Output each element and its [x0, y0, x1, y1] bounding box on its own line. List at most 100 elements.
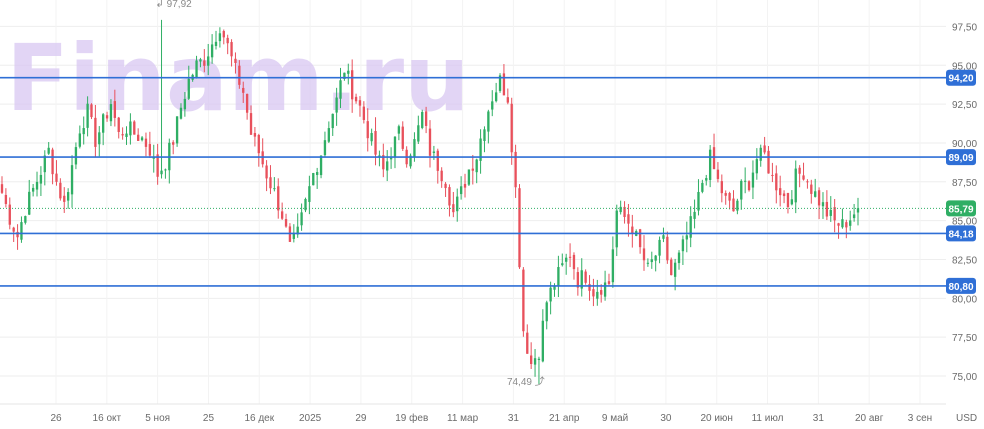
candle-body	[751, 172, 755, 188]
candle	[619, 200, 622, 215]
candle	[273, 177, 276, 192]
candle-body	[90, 104, 93, 118]
candle-body	[689, 216, 692, 238]
candle-body	[545, 302, 548, 322]
candle-body	[0, 184, 4, 193]
candle	[798, 165, 801, 188]
candle	[568, 243, 572, 268]
candle	[47, 142, 50, 155]
candle	[743, 167, 747, 194]
candle	[693, 199, 696, 229]
candle	[584, 269, 587, 285]
candle	[86, 96, 89, 137]
candle-body	[588, 284, 591, 291]
candle-body	[619, 206, 622, 213]
candle	[183, 91, 187, 117]
candle	[39, 166, 43, 196]
candle	[315, 167, 319, 189]
candle-body	[487, 111, 490, 132]
candle-body	[810, 184, 813, 194]
candle-body	[467, 169, 471, 185]
candle-body	[249, 113, 253, 135]
candle	[588, 275, 591, 301]
candle-body	[4, 194, 8, 204]
candle	[82, 116, 85, 145]
candle	[565, 253, 568, 275]
candle	[681, 235, 685, 266]
x-tick-label: 9 май	[602, 413, 628, 424]
candle-body	[825, 201, 829, 217]
candle	[786, 192, 790, 214]
candle	[245, 93, 249, 120]
candle-body	[156, 154, 159, 177]
candle	[782, 190, 786, 204]
candle	[28, 179, 31, 216]
candle	[833, 198, 836, 233]
candle	[117, 116, 120, 139]
candle	[759, 144, 762, 167]
candle-body	[343, 72, 346, 79]
candle-body	[782, 193, 786, 197]
candle	[596, 279, 599, 306]
candle	[775, 165, 778, 204]
candle	[732, 190, 735, 212]
candle-body	[409, 155, 412, 167]
candle	[576, 267, 580, 296]
candle	[491, 90, 494, 117]
candle-body	[849, 220, 852, 226]
candle	[210, 34, 214, 64]
candle-body	[218, 33, 222, 42]
level-badge-label: 84,18	[948, 229, 973, 240]
y-axis-ticks: 97,50 95,00 92,50 90,00 87,50 85,00 82,50 80,00…	[952, 22, 977, 383]
candle	[277, 178, 280, 219]
candle	[20, 216, 23, 243]
candle	[716, 162, 720, 183]
candle-body	[786, 193, 790, 208]
candle	[494, 82, 498, 103]
y-tick-label: 97,50	[952, 22, 977, 33]
candle-body	[59, 182, 62, 199]
candle-body	[510, 103, 513, 153]
level-badge	[946, 277, 976, 294]
candle-body	[526, 332, 529, 354]
candle-body	[63, 195, 66, 202]
candle	[78, 125, 81, 149]
candle-body	[642, 248, 646, 261]
y-tick-label: 95,00	[952, 61, 977, 72]
candle-body	[24, 216, 27, 223]
candle-body	[172, 142, 175, 145]
candle	[249, 105, 253, 136]
y-tick-label: 85,00	[952, 217, 977, 228]
candle-body	[724, 193, 727, 196]
candle	[288, 223, 292, 242]
candle-body	[716, 169, 720, 179]
candle-body	[685, 235, 688, 240]
candle-body	[82, 128, 85, 135]
x-tick-label: 20 июн	[700, 413, 733, 424]
candle-body	[833, 207, 836, 221]
watermark: Finam.ru	[6, 25, 470, 132]
candle-body	[214, 41, 218, 46]
candle-body	[743, 180, 747, 182]
candle	[841, 208, 844, 229]
candle	[222, 29, 225, 45]
candle	[728, 191, 731, 210]
candle	[8, 197, 11, 230]
candle-body	[673, 262, 677, 277]
candle-body	[133, 121, 136, 135]
candle-body	[755, 159, 759, 174]
candle-body	[273, 188, 276, 190]
candle	[358, 96, 362, 117]
candle-body	[94, 117, 97, 147]
level-lines	[0, 76, 946, 287]
candle	[55, 160, 58, 186]
candle-body	[662, 235, 665, 239]
candle	[814, 178, 817, 198]
candle-body	[817, 190, 821, 206]
candle	[378, 150, 381, 167]
candle-body	[623, 206, 626, 218]
candle-body	[677, 252, 681, 264]
candle-body	[105, 115, 109, 119]
candle-body	[66, 192, 70, 201]
candle-body	[611, 249, 615, 283]
